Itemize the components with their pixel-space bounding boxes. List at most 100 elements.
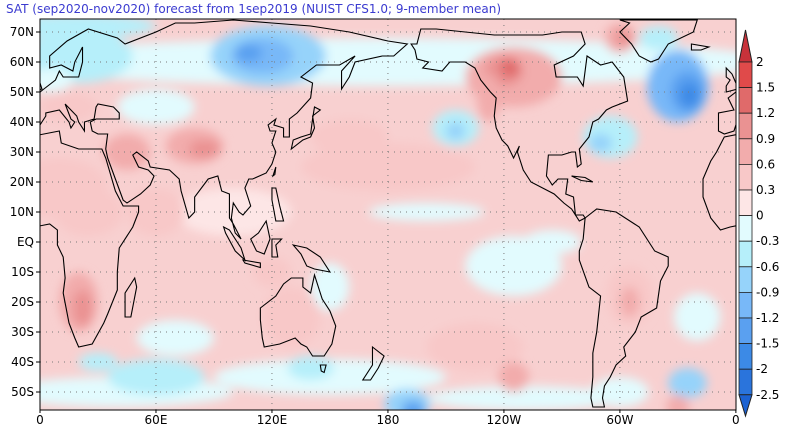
longitude-label: 0 bbox=[36, 413, 44, 427]
latitude-labels: 70N 60N 50N 40N 30N 20N 10N EQ 10S 20S 30S 40S 50S bbox=[10, 25, 40, 399]
longitude-label: 0 bbox=[732, 413, 740, 427]
legend-swatch bbox=[738, 343, 753, 370]
legend-label: -1.2 bbox=[756, 311, 779, 325]
anomaly-region bbox=[78, 353, 118, 371]
anomaly-region bbox=[72, 290, 93, 326]
latitude-label: 20N bbox=[10, 175, 34, 189]
anomaly-region bbox=[262, 287, 321, 347]
anomaly-region bbox=[426, 386, 620, 410]
anomaly-region bbox=[310, 119, 388, 155]
latitude-label: 40S bbox=[11, 355, 34, 369]
coast-australia bbox=[260, 275, 335, 356]
legend-label: 0.9 bbox=[756, 132, 775, 146]
latitude-label: 10S bbox=[11, 265, 34, 279]
coast-africa bbox=[7, 131, 138, 347]
anomaly-region bbox=[401, 401, 425, 410]
legend-swatch bbox=[738, 317, 753, 345]
legend-arrow-bottom bbox=[738, 394, 753, 418]
anomaly-region bbox=[674, 293, 721, 341]
anomaly-region bbox=[40, 29, 133, 83]
color-legend: 2 1.5 1.2 0.9 0.6 0.3 0 -0.3 -0.6 -0.9 -1.2 -1.5 -2 -… bbox=[738, 29, 779, 418]
map-area bbox=[7, 19, 798, 410]
anomaly-region bbox=[619, 287, 640, 317]
latitude-label: 30N bbox=[10, 145, 34, 159]
anomaly-region bbox=[368, 203, 485, 221]
anomaly-region bbox=[426, 323, 524, 371]
coast-iceland bbox=[691, 44, 708, 50]
coast-sulawesi bbox=[272, 239, 282, 257]
longitude-label: 60E bbox=[145, 413, 168, 427]
anomaly-region bbox=[300, 143, 475, 191]
anomaly-region bbox=[107, 359, 205, 395]
latitude-label: 70N bbox=[10, 25, 34, 39]
coast-java bbox=[243, 260, 260, 268]
legend-swatch bbox=[738, 215, 753, 242]
anomaly-region bbox=[498, 362, 530, 392]
coast-new-zealand bbox=[363, 347, 384, 380]
anomaly-region bbox=[445, 122, 466, 140]
latitude-label: 50S bbox=[11, 385, 34, 399]
coast-britain bbox=[30, 68, 42, 92]
longitude-label: 60W bbox=[606, 413, 633, 427]
legend-swatch bbox=[738, 138, 753, 165]
coast-greenland bbox=[620, 20, 697, 62]
coast-borneo bbox=[251, 221, 270, 254]
legend-label: 1.2 bbox=[756, 106, 775, 120]
anomaly-region bbox=[188, 140, 220, 158]
anomaly-region bbox=[103, 134, 151, 170]
coast-eurasia bbox=[23, 20, 408, 239]
legend-label: -2 bbox=[756, 362, 768, 376]
legend-swatch bbox=[738, 112, 753, 140]
longitude-label: 120E bbox=[257, 413, 288, 427]
anomaly-region bbox=[40, 92, 98, 122]
legend-swatch bbox=[738, 266, 753, 293]
anomaly-region bbox=[117, 89, 195, 125]
legend-swatch bbox=[738, 189, 753, 217]
legend-label: -1.5 bbox=[756, 337, 779, 351]
legend-label: 0.6 bbox=[756, 157, 775, 171]
legend-swatch bbox=[738, 87, 753, 114]
coast-britain-wrapped bbox=[726, 68, 738, 92]
anomaly-region bbox=[175, 188, 292, 236]
anomaly-region bbox=[287, 356, 334, 380]
latitude-label: 30S bbox=[11, 325, 34, 339]
legend-label: -0.3 bbox=[756, 234, 779, 248]
legend-label: 1.5 bbox=[756, 81, 775, 95]
anomaly-region bbox=[679, 83, 700, 107]
figure-title: SAT (sep2020-nov2020) forecast from 1sep… bbox=[6, 2, 501, 16]
latitude-label: 50N bbox=[10, 85, 34, 99]
anomaly-region bbox=[639, 26, 678, 50]
anomaly-region bbox=[235, 44, 263, 62]
legend-label: -0.9 bbox=[756, 285, 779, 299]
legend-label: -0.6 bbox=[756, 260, 779, 274]
coast-new-guinea bbox=[293, 245, 330, 272]
legend-swatch bbox=[738, 240, 753, 268]
coast-north-america bbox=[411, 29, 627, 221]
coast-taiwan bbox=[273, 167, 276, 176]
longitude-label: 180 bbox=[376, 413, 399, 427]
coast-japan bbox=[291, 107, 320, 149]
legend-swatch bbox=[738, 61, 753, 89]
longitude-label: 120W bbox=[487, 413, 522, 427]
anomaly-region bbox=[616, 29, 632, 47]
coast-philippines bbox=[272, 188, 284, 221]
legend-swatch bbox=[738, 291, 753, 319]
legend-swatch bbox=[738, 368, 753, 396]
longitude-labels: 0 60E 120E 180 120W 60W 0 bbox=[36, 410, 740, 427]
legend-label: 0.3 bbox=[756, 183, 775, 197]
anomaly-region bbox=[476, 74, 501, 122]
latitude-label: 10N bbox=[10, 205, 34, 219]
coast-south-america bbox=[579, 209, 668, 407]
coastlines bbox=[7, 20, 798, 407]
anomaly-region bbox=[668, 368, 707, 398]
anomaly-region bbox=[666, 395, 690, 410]
legend-label: 0 bbox=[756, 209, 764, 223]
latitude-label: 40N bbox=[10, 115, 34, 129]
latitude-label: EQ bbox=[17, 235, 34, 249]
anomaly-region bbox=[136, 320, 214, 356]
coast-madagascar bbox=[125, 278, 137, 317]
anomaly-region bbox=[500, 59, 520, 77]
coast-cuba bbox=[572, 176, 593, 182]
